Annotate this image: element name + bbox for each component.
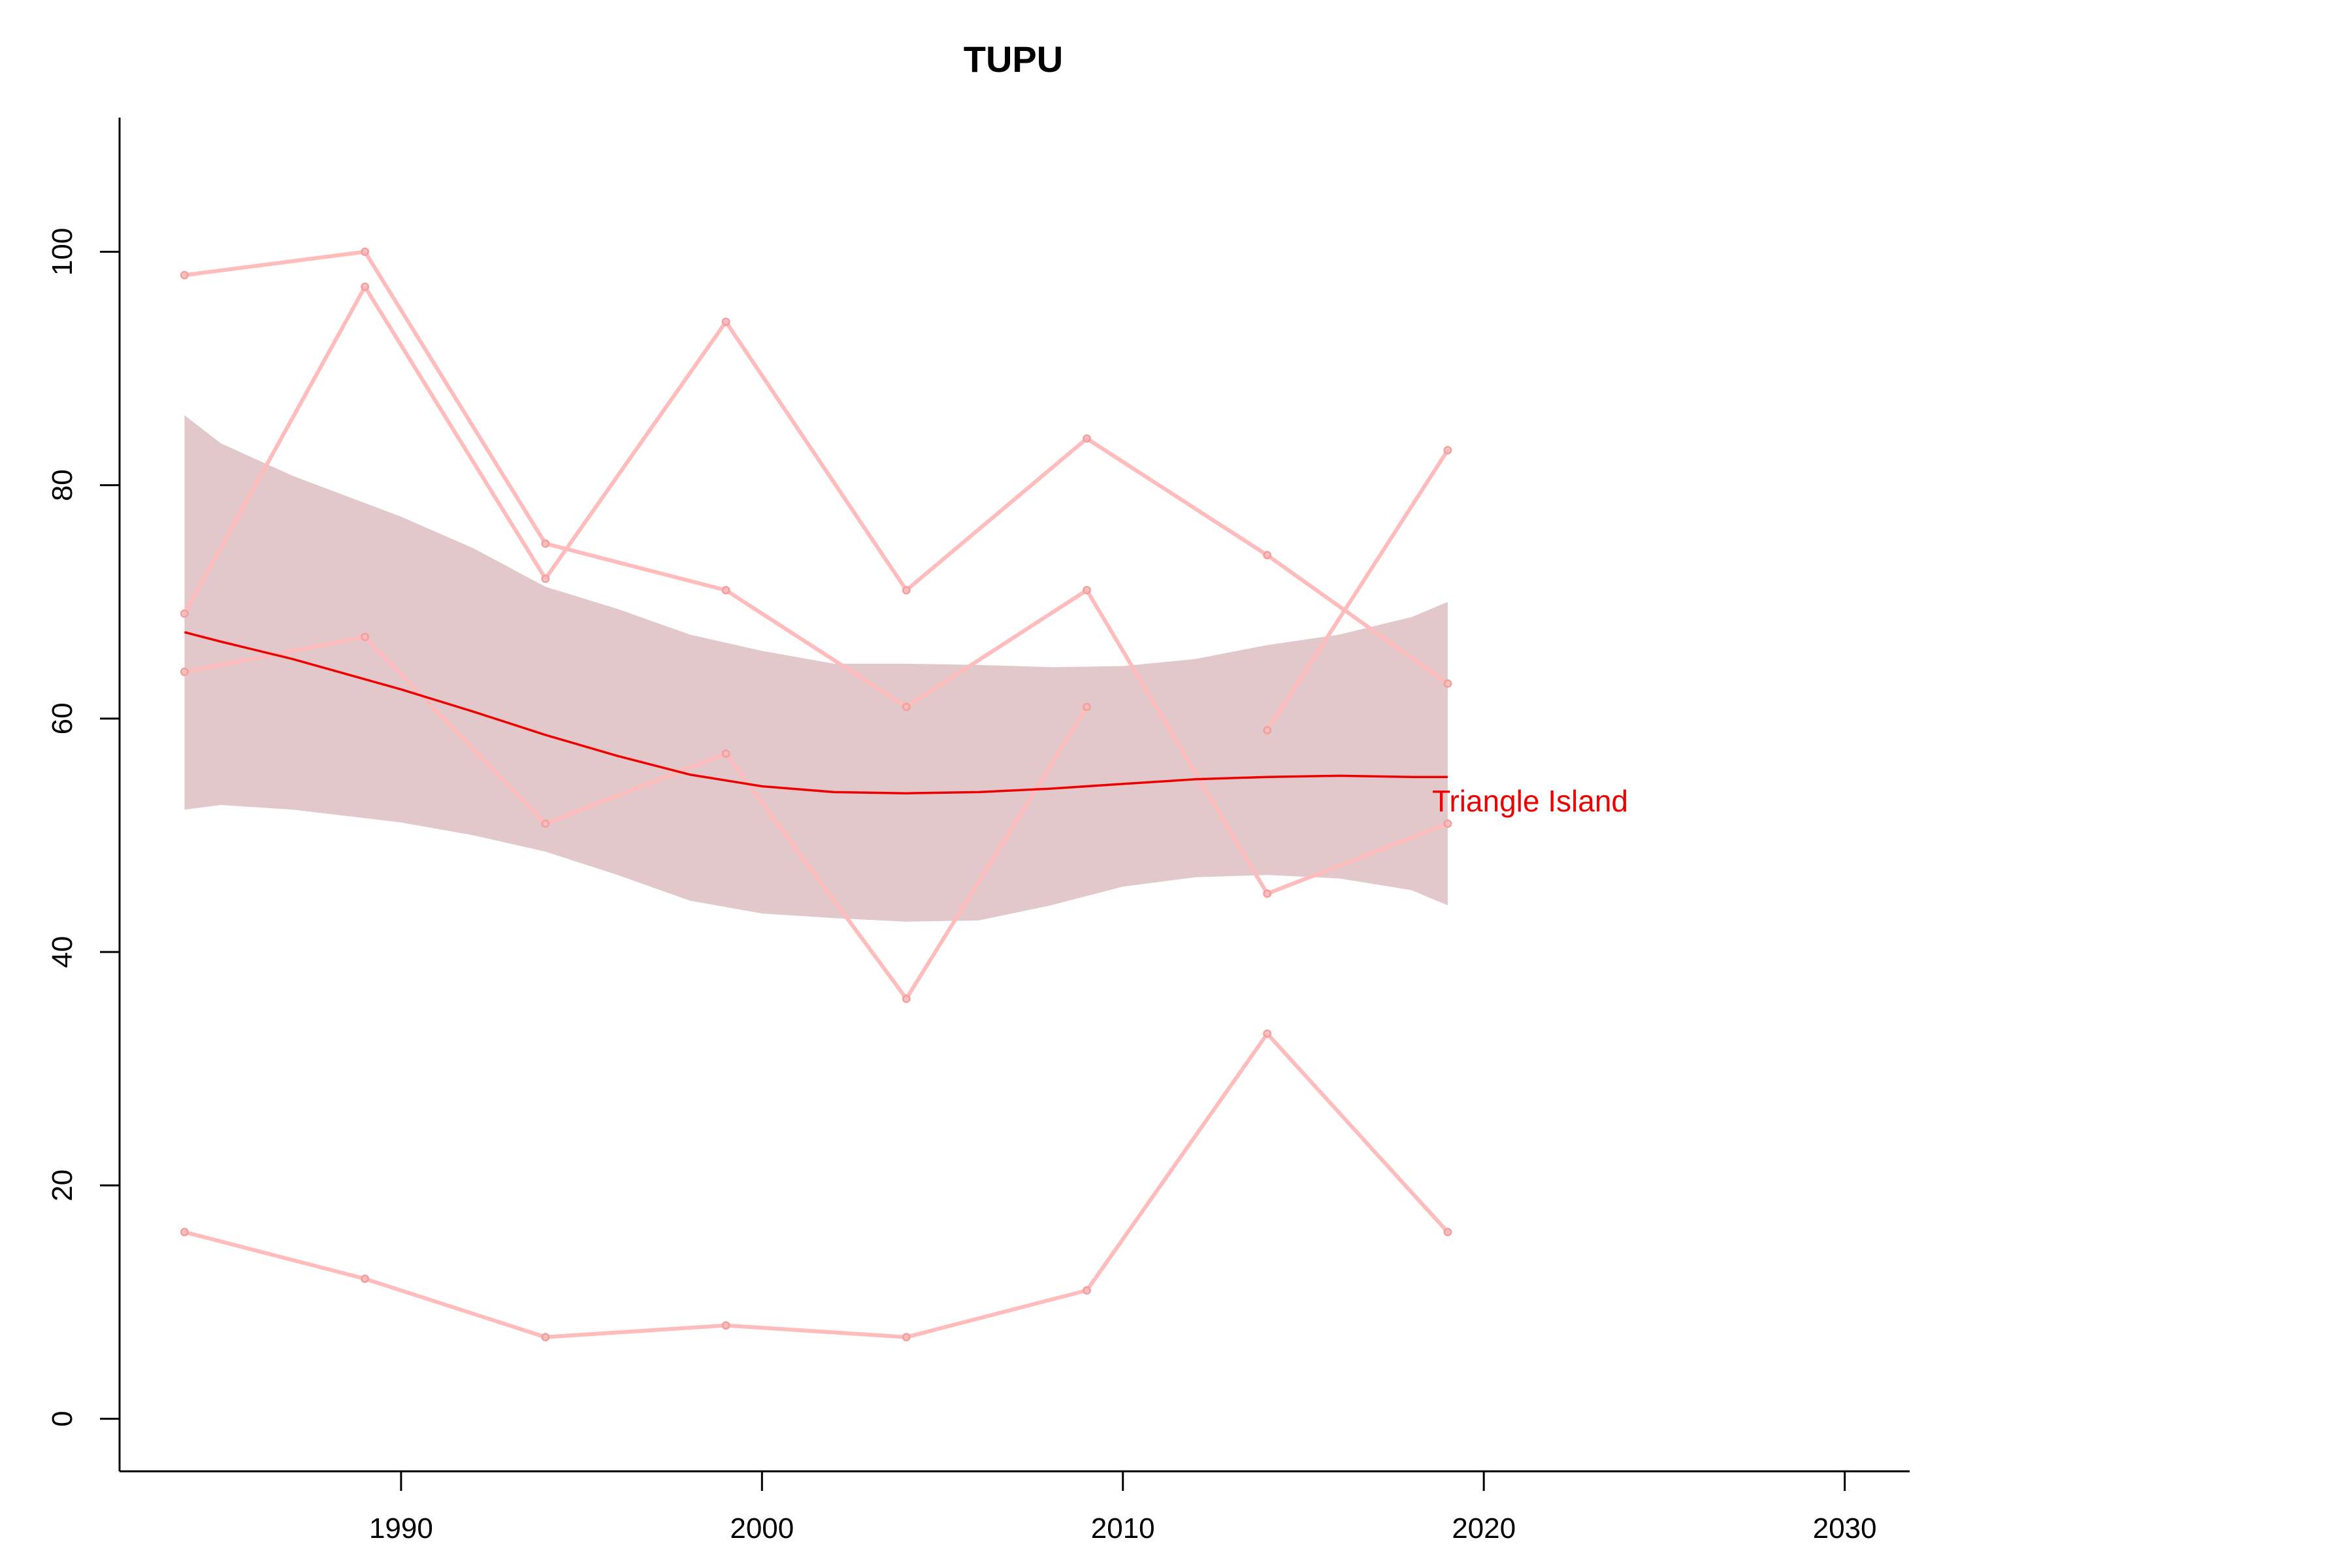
confidence-band-layer: [184, 415, 1448, 922]
series-line: [182, 634, 1089, 1001]
x-tick-label: 2010: [1091, 1512, 1155, 1544]
observed-series-2: [180, 282, 1452, 688]
data-point: [721, 1321, 730, 1330]
data-point: [902, 702, 911, 711]
data-point: [1263, 889, 1272, 898]
y-tick-label: 40: [46, 936, 78, 968]
series-line: [1265, 448, 1450, 732]
data-point: [1443, 446, 1452, 455]
y-tick-label: 60: [46, 702, 78, 734]
data-point: [361, 1274, 370, 1283]
trend-line: [184, 631, 1448, 794]
data-point: [180, 609, 189, 618]
data-point: [721, 585, 730, 595]
data-point: [721, 749, 730, 758]
observed-series-4: [1263, 446, 1452, 735]
data-point: [541, 539, 550, 548]
trend-layer: [184, 631, 1448, 794]
y-tick-layer: 0 20 40 60 80 100: [46, 228, 120, 1427]
y-tick-label: 20: [46, 1169, 78, 1201]
x-tick-label: 1990: [369, 1512, 433, 1544]
y-tick-label: 0: [46, 1411, 78, 1426]
data-point: [1083, 1286, 1091, 1295]
data-point: [541, 1333, 550, 1342]
data-point: [721, 318, 730, 327]
data-point: [1263, 1029, 1272, 1038]
x-tick-label: 2020: [1452, 1512, 1516, 1544]
y-tick-label: 80: [46, 469, 78, 501]
series-line: [182, 1032, 1450, 1339]
data-point: [1263, 551, 1272, 560]
data-point: [902, 585, 911, 595]
data-point: [1443, 819, 1452, 828]
y-tick-label: 100: [46, 228, 78, 276]
observed-series-5: [180, 1029, 1452, 1342]
data-point: [361, 247, 370, 256]
series-line: [182, 285, 1450, 686]
trend-label: Triangle Island: [1432, 784, 1628, 818]
data-point: [1263, 726, 1272, 735]
confidence-band: [184, 415, 1448, 922]
data-point: [1443, 679, 1452, 688]
data-point: [541, 574, 550, 583]
data-point: [1083, 702, 1091, 711]
data-point: [361, 282, 370, 291]
x-tick-label: 2000: [730, 1512, 794, 1544]
data-point: [361, 632, 370, 642]
observed-series-3: [180, 632, 1091, 1004]
data-point: [1083, 434, 1091, 443]
data-point: [180, 667, 189, 676]
data-point: [902, 1333, 911, 1342]
data-point: [1083, 585, 1091, 595]
data-point: [180, 270, 189, 280]
x-tick-label: 2030: [1813, 1512, 1877, 1544]
observed-series-layer: [180, 247, 1452, 1342]
chart-title: TUPU: [964, 39, 1063, 80]
axes-layer: [118, 118, 1910, 1473]
series-line: [182, 250, 1450, 896]
data-point: [1443, 1228, 1452, 1237]
x-tick-layer: 1990 2000 2010 2020 2030: [369, 1471, 1877, 1544]
observed-series-1: [180, 247, 1452, 898]
data-point: [902, 994, 911, 1004]
data-point: [180, 1228, 189, 1237]
data-point: [541, 819, 550, 828]
